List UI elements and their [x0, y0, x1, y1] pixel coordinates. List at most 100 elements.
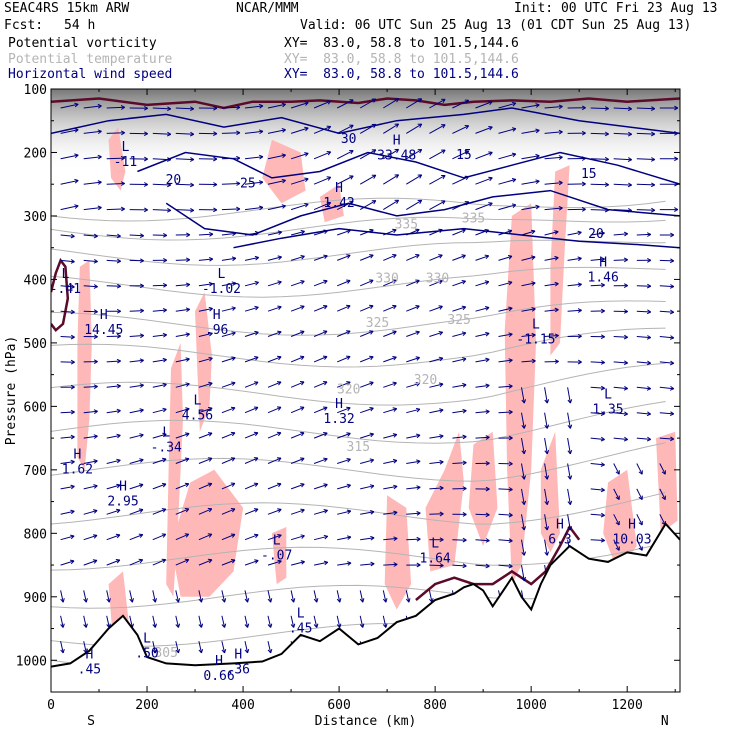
- wind-vector-head: [198, 624, 202, 628]
- wind-vector: [383, 382, 397, 388]
- wind-vector: [567, 387, 571, 404]
- wind-vector-head: [581, 208, 586, 212]
- wind-vector: [152, 183, 171, 186]
- wind-vector-head: [209, 332, 213, 337]
- y-axis-title: Pressure (hPa): [4, 336, 19, 446]
- theta-label: 320: [337, 383, 360, 398]
- wind-vector: [567, 412, 571, 429]
- wind-vector-head: [185, 332, 190, 335]
- wind-vector: [337, 458, 351, 464]
- wind-vector: [198, 432, 213, 439]
- wind-vector-head: [232, 307, 236, 311]
- wind-vector-head: [120, 206, 125, 210]
- wind-vector-head: [508, 411, 513, 415]
- wind-vector: [106, 183, 125, 185]
- wind-vector: [567, 257, 582, 261]
- wind-vector: [452, 201, 469, 211]
- wind-vector-head: [647, 360, 651, 364]
- wind-vector: [267, 356, 282, 363]
- wind-vector-head: [554, 359, 559, 362]
- wind-vector-head: [121, 157, 125, 161]
- wind-vector-head: [115, 508, 121, 511]
- extremum-value: 4.56: [182, 409, 213, 424]
- wind-vector: [152, 458, 167, 464]
- wind-vector-head: [140, 434, 144, 438]
- wind-vector: [337, 280, 351, 287]
- wind-vector-head: [439, 539, 444, 543]
- wind-vector: [452, 358, 467, 363]
- wind-vector-head: [163, 408, 167, 413]
- wind-vector: [636, 107, 655, 110]
- extremum-marker: H: [213, 308, 221, 323]
- wind-vector: [221, 208, 240, 211]
- y-tick-label: 1000: [16, 654, 47, 669]
- wind-vector: [83, 534, 98, 541]
- wind-vector-head: [93, 459, 98, 462]
- wind-vector: [244, 130, 263, 134]
- wind-vector-head: [277, 482, 282, 485]
- extremum-value: 1.32: [323, 412, 354, 427]
- wind-vector: [267, 129, 286, 134]
- wind-vector-head: [578, 283, 582, 288]
- wind-vector-head: [508, 333, 513, 337]
- wind-vector-head: [290, 624, 295, 628]
- wind-vector-head: [154, 648, 157, 654]
- wind-vector-head: [600, 310, 605, 314]
- wind-vector-head: [416, 512, 421, 516]
- wind-vector-head: [70, 336, 75, 340]
- wind-vector-head: [624, 309, 628, 312]
- wind-vector: [613, 437, 628, 440]
- extremum-marker: H: [556, 517, 564, 532]
- wind-vector-head: [508, 538, 513, 542]
- wind-vector: [83, 485, 98, 490]
- wind-vector-head: [485, 563, 490, 567]
- wind-vector: [198, 382, 213, 388]
- wind-vector-head: [230, 406, 236, 409]
- wind-vector-head: [154, 623, 157, 628]
- wind-vector: [152, 359, 167, 363]
- wind-vector-head: [647, 335, 651, 339]
- wind-vector: [60, 535, 75, 541]
- wind-vector-head: [601, 232, 605, 236]
- wind-vector-head: [627, 159, 632, 162]
- extremum-marker: L: [122, 140, 130, 155]
- wind-vector-head: [646, 285, 652, 289]
- wind-vector-head: [439, 357, 444, 362]
- wind-vector-head: [93, 334, 98, 338]
- wind-vector: [475, 564, 490, 567]
- wind-vector-head: [600, 439, 605, 442]
- wind-vector-head: [70, 535, 75, 540]
- wind-vector-head: [162, 332, 167, 336]
- wind-vector-head: [623, 285, 628, 289]
- wind-vector-head: [213, 182, 218, 185]
- wind-vector: [429, 331, 443, 337]
- wind-vector: [83, 234, 98, 237]
- wind-vector-head: [116, 260, 121, 264]
- wind-vector: [152, 107, 171, 110]
- wind-vector-head: [93, 560, 98, 564]
- wind-vector-head: [323, 483, 328, 485]
- wind-vector-head: [601, 385, 605, 389]
- wind-vector-head: [438, 356, 443, 359]
- wind-vector: [175, 508, 189, 515]
- wind-vector-head: [163, 384, 167, 388]
- wind-vector-head: [301, 561, 305, 565]
- wind-vector-head: [116, 235, 121, 239]
- wind-vector-head: [661, 471, 666, 475]
- wind-vector: [521, 308, 536, 312]
- wind-vector-head: [462, 539, 467, 543]
- wind-vector-head: [558, 104, 563, 107]
- wind-vector-head: [277, 559, 282, 562]
- wind-vector-head: [270, 623, 273, 628]
- wind-vector-head: [161, 508, 166, 510]
- extremum-value: 33.48: [377, 148, 416, 163]
- wind-vector-head: [139, 534, 144, 538]
- wind-vector-head: [347, 433, 351, 437]
- wind-vector-head: [70, 436, 75, 440]
- wind-vector-head: [439, 563, 444, 567]
- wind-vector: [636, 412, 651, 415]
- wind-vector-head: [324, 280, 328, 285]
- wind-vector-head: [558, 129, 563, 133]
- wind-vector: [567, 488, 571, 505]
- wind-vector-head: [370, 433, 374, 438]
